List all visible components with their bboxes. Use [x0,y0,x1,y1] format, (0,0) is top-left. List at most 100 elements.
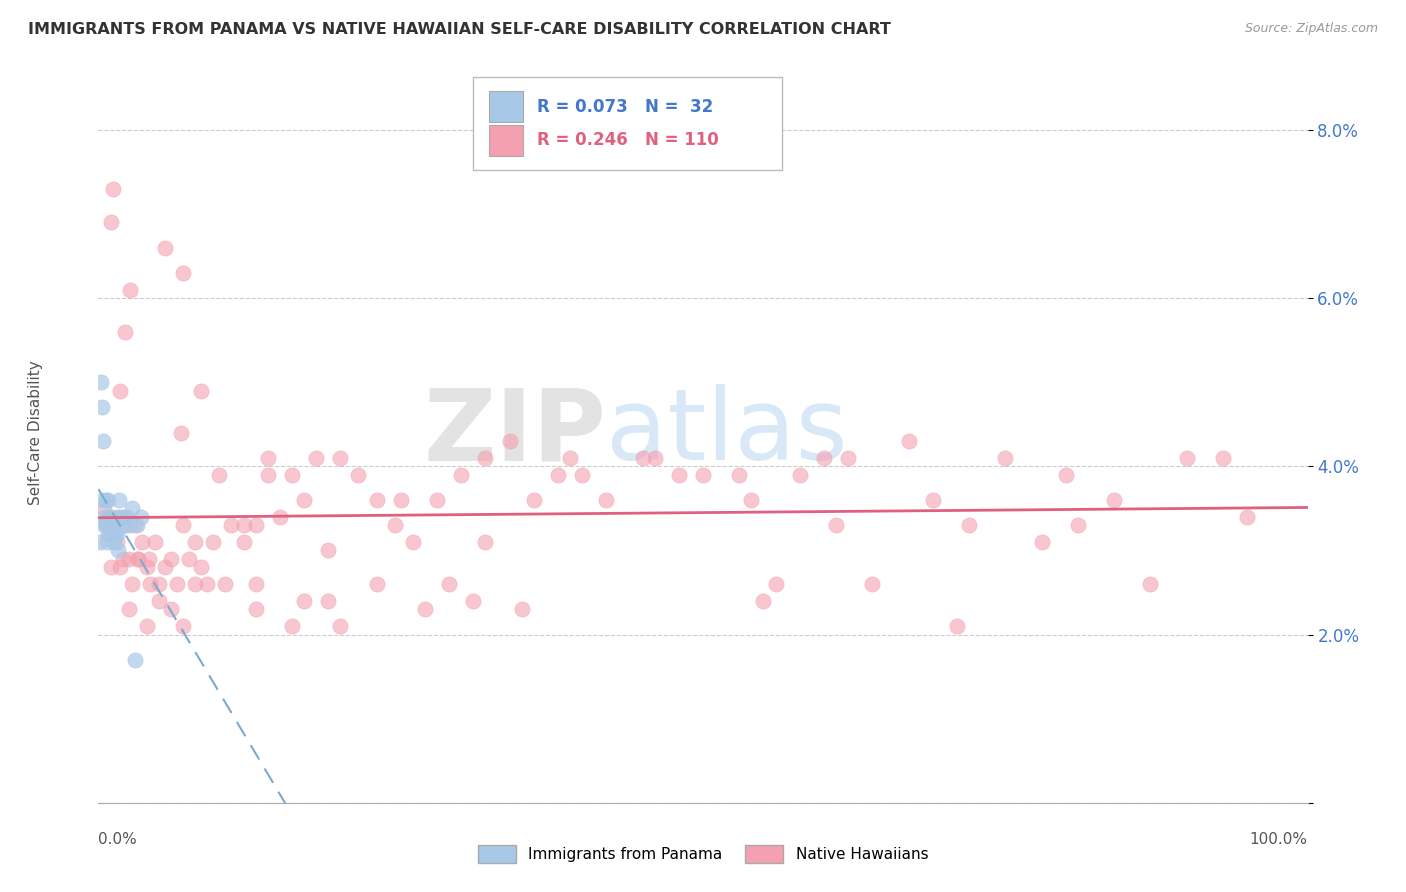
Point [426,492,449,507]
Point [118,283,141,297]
Point [118,602,141,616]
Point [148,577,170,591]
Point [413,602,436,616]
Point [221,518,243,533]
Point [111,509,134,524]
Legend: Immigrants from Panama, Native Hawaiians: Immigrants from Panama, Native Hawaiians [471,839,935,869]
Point [169,425,191,440]
Point [114,325,136,339]
Point [127,518,149,533]
Point [153,560,176,574]
Point [347,467,370,482]
Point [214,577,236,591]
Bar [489,125,523,156]
Point [1102,492,1125,507]
Point [118,551,141,566]
Point [474,535,496,549]
Point [179,551,201,566]
Point [90,375,112,389]
Point [172,266,194,280]
Point [510,602,533,616]
Point [107,543,129,558]
Point [121,577,143,591]
Point [93,518,115,533]
Point [1175,450,1198,465]
Point [256,467,278,482]
Point [1236,509,1258,524]
Point [98,526,121,541]
Point [105,526,128,541]
Point [172,518,194,533]
Point [97,492,120,507]
Point [96,535,118,549]
Point [105,509,128,524]
Point [402,535,425,549]
Point [1031,535,1053,549]
Point [148,594,170,608]
Point [921,492,943,507]
Point [105,535,128,549]
Text: ZIP: ZIP [423,384,606,481]
Point [93,509,115,524]
Point [111,551,134,566]
Point [994,450,1017,465]
Point [103,535,125,549]
Point [97,509,120,524]
Point [668,467,690,482]
Point [728,467,751,482]
Point [190,560,212,574]
Point [384,518,406,533]
Point [160,602,183,616]
Point [160,551,183,566]
Point [127,551,149,566]
Point [135,560,157,574]
Point [91,401,114,415]
Point [547,467,569,482]
Point [190,384,212,398]
Point [118,518,141,533]
Point [96,518,118,533]
Point [208,467,231,482]
Y-axis label: Self-Care Disability: Self-Care Disability [28,360,42,505]
Point [108,384,131,398]
Text: 0.0%: 0.0% [98,832,138,847]
Text: IMMIGRANTS FROM PANAMA VS NATIVE HAWAIIAN SELF-CARE DISABILITY CORRELATION CHART: IMMIGRANTS FROM PANAMA VS NATIVE HAWAIIA… [28,22,891,37]
Point [129,509,152,524]
Point [292,594,315,608]
Point [389,492,412,507]
Point [305,450,328,465]
Point [450,467,472,482]
Point [245,602,267,616]
Point [97,526,120,541]
Point [789,467,811,482]
Point [740,492,762,507]
Point [366,492,388,507]
Bar [489,91,523,122]
Point [89,535,111,549]
Point [281,619,304,633]
FancyBboxPatch shape [474,78,782,169]
Point [143,535,166,549]
Point [202,535,225,549]
Point [571,467,593,482]
Point [1067,518,1090,533]
Point [245,577,267,591]
Point [124,518,146,533]
Point [595,492,617,507]
Point [474,450,496,465]
Point [498,434,520,448]
Point [860,577,883,591]
Point [825,518,848,533]
Point [644,450,666,465]
Text: atlas: atlas [606,384,848,481]
Point [114,518,136,533]
Point [366,577,388,591]
Point [692,467,714,482]
Point [558,450,581,465]
Point [292,492,315,507]
Point [117,509,139,524]
Point [108,492,131,507]
Point [101,526,124,541]
Point [316,543,339,558]
Point [93,501,115,516]
